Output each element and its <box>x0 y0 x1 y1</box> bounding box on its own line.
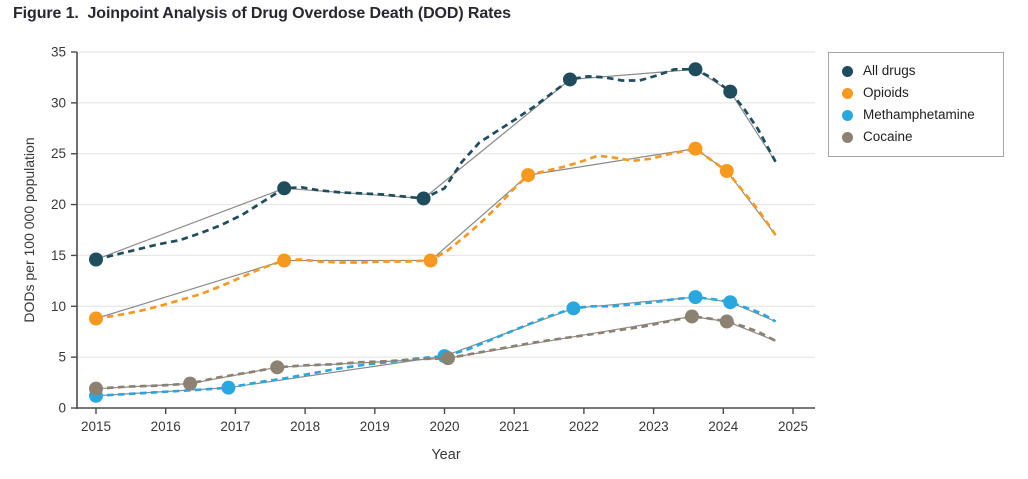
joinpoint-dot <box>719 164 734 179</box>
x-tick-label: 2022 <box>569 419 599 434</box>
observed-line <box>95 147 777 320</box>
legend-label: Cocaine <box>863 129 913 145</box>
series-opioids <box>89 141 777 326</box>
methamphetamine-dot-icon <box>842 109 853 121</box>
y-axis-title: DODs per 100 000 population <box>21 137 37 322</box>
joinpoint-dot <box>684 309 699 324</box>
joinpoint-dot <box>89 252 103 267</box>
observed-line <box>95 67 777 261</box>
joinpoint-dot <box>89 311 103 326</box>
y-tick-label: 10 <box>51 299 66 314</box>
joinpoint-dot <box>719 314 734 329</box>
y-tick-label: 20 <box>51 197 66 212</box>
joinpoint-dot <box>89 381 103 396</box>
series-all-drugs <box>89 62 777 267</box>
x-tick-label: 2019 <box>360 419 390 434</box>
legend-label: Methamphetamine <box>863 107 975 123</box>
y-tick-label: 15 <box>51 248 66 263</box>
x-tick-label: 2015 <box>81 419 111 434</box>
joinpoint-dot <box>277 253 292 268</box>
legend-label: Opioids <box>863 85 909 101</box>
legend: All drugs Opioids Methamphetamine Cocain… <box>828 52 1004 157</box>
y-tick-label: 5 <box>58 350 66 365</box>
joinpoint-dot <box>221 380 236 395</box>
joinpoint-dot <box>270 360 285 375</box>
legend-item-all-drugs: All drugs <box>842 61 997 81</box>
joinpoint-dot <box>723 295 738 310</box>
y-tick-label: 35 <box>51 45 66 60</box>
series-cocaine <box>89 309 777 396</box>
joinpoint-dot <box>688 290 703 305</box>
joinpoint-dot <box>688 62 703 77</box>
opioids-dot-icon <box>842 87 853 99</box>
x-tick-label: 2023 <box>639 419 669 434</box>
x-tick-label: 2018 <box>290 419 320 434</box>
joinpoint-dot <box>183 376 198 391</box>
joinpoint-dot <box>562 72 577 87</box>
gridlines <box>77 51 815 358</box>
joinpoint-dot <box>521 168 536 183</box>
figure-title: Figure 1. Joinpoint Analysis of Drug Ove… <box>13 5 511 22</box>
y-tick-label: 0 <box>58 401 66 416</box>
joinpoint-dot <box>423 253 438 268</box>
all-drugs-dot-icon <box>842 65 853 77</box>
x-tick-label: 2016 <box>151 419 181 434</box>
legend-item-methamphetamine: Methamphetamine <box>842 105 997 125</box>
y-tick-label: 30 <box>51 95 66 110</box>
cocaine-dot-icon <box>842 131 853 143</box>
joinpoint-dot <box>688 141 703 156</box>
joinpoint-dot <box>440 351 455 366</box>
model-fit-line <box>95 315 776 390</box>
x-tick-label: 2020 <box>429 419 459 434</box>
y-tick-label: 25 <box>51 146 66 161</box>
axes <box>71 51 815 414</box>
x-tick-label: 2025 <box>778 419 808 434</box>
joinpoint-dot <box>566 301 581 316</box>
joinpoint-dot <box>416 191 431 206</box>
legend-item-opioids: Opioids <box>842 83 997 103</box>
model-fit-line <box>95 68 777 261</box>
joinpoint-dot <box>277 181 292 196</box>
x-tick-label: 2024 <box>708 419 739 434</box>
x-tick-label: 2017 <box>220 419 250 434</box>
series-methamphetamine <box>89 290 777 403</box>
joinpoint-dot <box>723 84 738 99</box>
observed-line <box>95 315 777 391</box>
legend-item-cocaine: Cocaine <box>842 127 997 147</box>
x-axis-title: Year <box>431 447 460 463</box>
x-tick-label: 2021 <box>499 419 529 434</box>
legend-label: All drugs <box>863 63 916 79</box>
